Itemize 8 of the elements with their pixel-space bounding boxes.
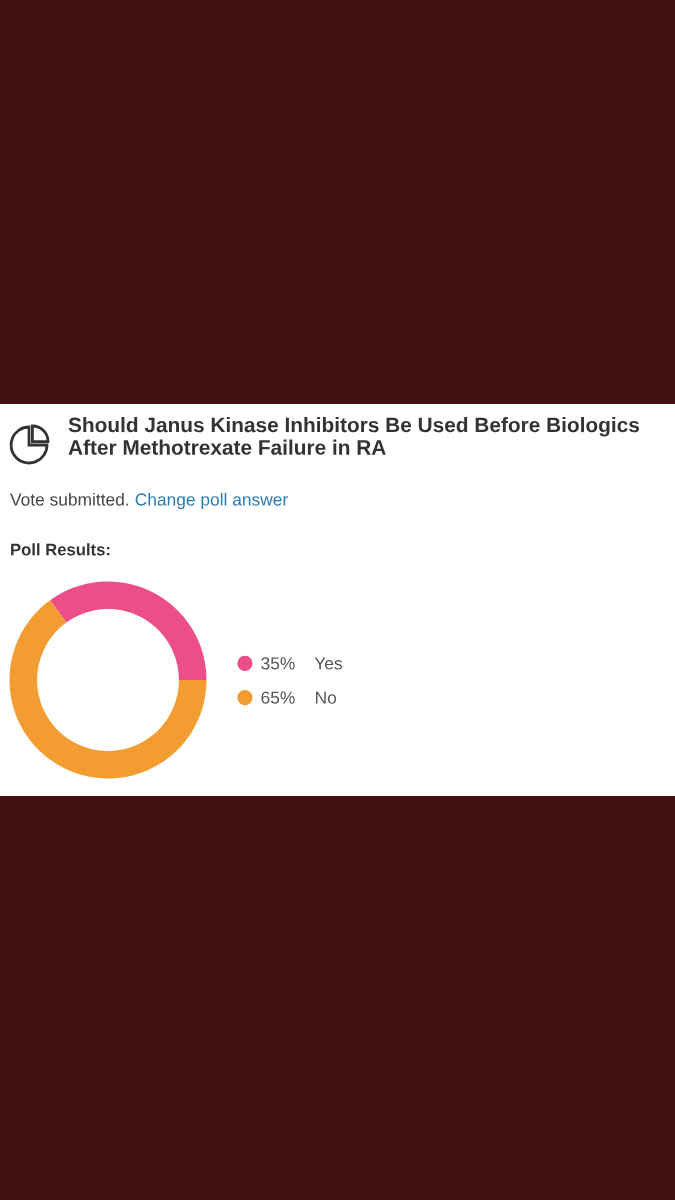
text: Poll Results: [11,543,110,556]
legend-label: 35% Yes [261,657,343,670]
legend-label: 65% No [261,691,337,704]
text: Vote submitted. [10,492,129,506]
chart-title: Should Janus Kinase Inhibitors Be Used Before Biologics After Methotrexate Failure in RA [68,417,639,455]
text: Change poll answer [135,492,288,510]
donut-slice [50,581,207,680]
donut-slice [9,600,207,779]
